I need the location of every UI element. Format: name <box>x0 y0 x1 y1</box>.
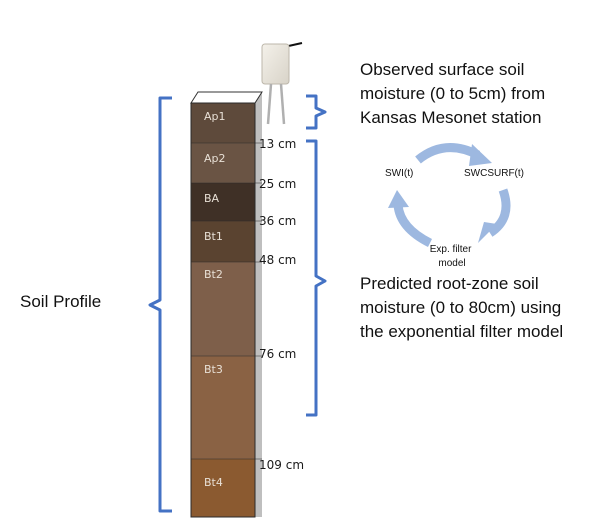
depth-label: 48 cm <box>259 253 296 267</box>
horizon-ap1 <box>191 103 255 143</box>
horizon-label: Ap2 <box>204 152 226 165</box>
cycle-arrowhead-right <box>478 222 497 243</box>
column-top-face <box>190 91 263 104</box>
observed-brace <box>306 94 327 130</box>
predicted-brace <box>306 139 327 417</box>
depth-label: 36 cm <box>259 214 296 228</box>
observed-text: Observed surface soil moisture (0 to 5cm… <box>360 60 550 127</box>
node-swcsurf: SWCSURF(t) <box>464 168 524 179</box>
depth-label: 109 cm <box>259 458 304 472</box>
horizon-bt1 <box>191 221 255 262</box>
column-side-face <box>255 92 262 517</box>
profile-label: Soil Profile <box>20 292 101 311</box>
node-swi: SWI(t) <box>385 168 413 179</box>
cycle-arrow-left <box>393 204 433 248</box>
horizon-ba <box>191 183 255 221</box>
horizon-bt2 <box>191 262 255 356</box>
horizon-label: BA <box>204 192 220 205</box>
profile-brace <box>148 96 172 513</box>
horizon-label: Bt1 <box>204 230 223 243</box>
depth-label: 13 cm <box>259 137 296 151</box>
cycle-arrow-top <box>415 143 481 164</box>
soil-moisture-sensor-icon <box>261 42 303 125</box>
cycle-arrow-right <box>487 188 511 237</box>
predicted-text: Predicted root-zone soil moisture (0 to … <box>360 274 566 341</box>
depth-label: 76 cm <box>259 347 296 361</box>
soil-column: Ap1 Ap2 BA Bt1 Bt2 Bt3 Bt4 <box>190 91 263 518</box>
cycle-arrowhead-top <box>469 144 492 166</box>
horizon-label: Bt3 <box>204 363 223 376</box>
horizon-ap2 <box>191 143 255 183</box>
filter-cycle: SWI(t) SWCSURF(t) Exp. filter model <box>385 143 524 269</box>
column-outline <box>190 102 256 518</box>
horizon-label: Ap1 <box>204 110 226 123</box>
horizon-label: Bt4 <box>204 476 223 489</box>
cycle-arrowhead-left <box>388 190 409 208</box>
horizon-label: Bt2 <box>204 268 223 281</box>
horizon-bt4 <box>191 459 255 517</box>
node-exp-filter: Exp. filter model <box>430 244 474 269</box>
depth-label: 25 cm <box>259 177 296 191</box>
horizon-bt3 <box>191 356 255 459</box>
